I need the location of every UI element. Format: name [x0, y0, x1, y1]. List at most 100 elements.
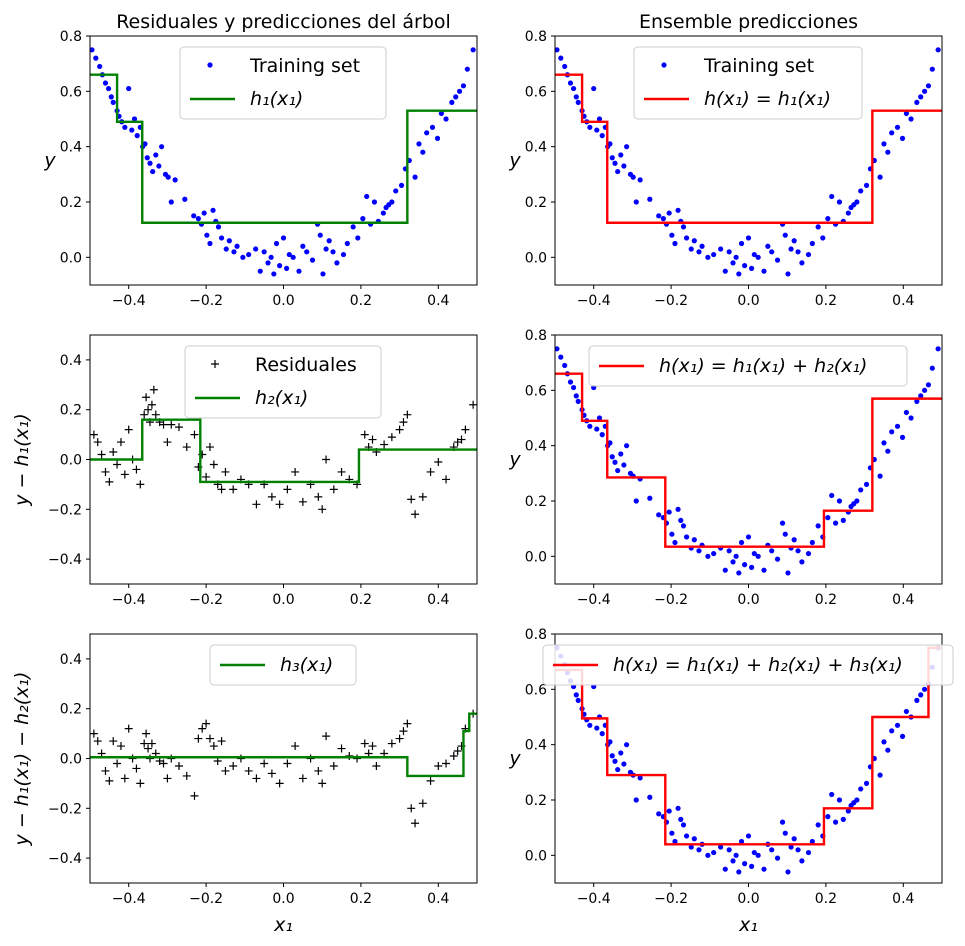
data-point [921, 88, 928, 94]
data-point [153, 152, 159, 158]
x-tick-label: 0.4 [427, 293, 449, 309]
data-point [159, 420, 168, 429]
data-point [630, 174, 636, 180]
data-point [918, 393, 924, 399]
data-point [609, 753, 615, 759]
data-point [885, 149, 891, 155]
data-point [257, 268, 263, 274]
data-point [637, 177, 643, 183]
data-point [407, 804, 416, 813]
data-point [205, 443, 214, 452]
data-point [815, 523, 821, 529]
data-point [416, 141, 422, 147]
legend-marker [211, 360, 219, 368]
x-tick-label: −0.2 [189, 592, 223, 608]
data-point [268, 254, 274, 260]
data-point [345, 752, 354, 761]
data-point [711, 251, 717, 258]
data-point [805, 550, 812, 557]
data-point [291, 742, 300, 751]
data-point [612, 758, 618, 764]
data-point [935, 47, 941, 53]
data-point [380, 210, 386, 216]
data-point [110, 99, 116, 105]
legend-label: Training set [249, 55, 360, 77]
data-point [151, 410, 160, 419]
data-point [109, 737, 118, 746]
data-point [165, 174, 171, 180]
data-point [442, 759, 451, 768]
data-point [774, 556, 781, 562]
data-point [621, 462, 627, 468]
y-tick-label: 0.6 [525, 383, 547, 399]
data-point [126, 85, 132, 92]
data-point [618, 750, 624, 756]
y-tick-label: −0.4 [48, 851, 82, 867]
legend-box [184, 345, 382, 419]
data-point [395, 425, 404, 434]
data-point [788, 844, 794, 850]
step-line [90, 73, 477, 224]
data-point [688, 246, 694, 252]
data-point [738, 838, 745, 845]
data-point [145, 754, 154, 763]
data-point [678, 816, 684, 822]
data-point [286, 251, 292, 258]
y-tick-label: 0.4 [525, 439, 547, 455]
data-point [210, 207, 216, 213]
y-tick-label: 0.4 [525, 140, 547, 156]
data-point [769, 847, 775, 853]
data-point [647, 794, 653, 800]
legend-label: Training set [703, 55, 814, 77]
data-point [633, 797, 639, 803]
axes-frame [89, 334, 478, 585]
y-tick-label: −0.4 [48, 552, 82, 568]
data-point [863, 780, 870, 787]
legend-label: h₂(x₁) [255, 387, 308, 409]
data-point [136, 480, 145, 489]
data-point [820, 235, 826, 241]
data-point [863, 481, 870, 487]
data-point [599, 432, 605, 438]
data-point [267, 492, 276, 501]
x-tick-label: 0.2 [815, 293, 837, 309]
data-point [738, 240, 745, 247]
y-tick-label: 0.4 [525, 738, 547, 754]
data-point [761, 866, 767, 872]
data-point [722, 567, 728, 573]
data-point [201, 210, 207, 216]
y-tick-label: 0.0 [60, 453, 82, 469]
data-point [449, 752, 458, 761]
data-point [845, 808, 851, 814]
data-point [163, 774, 172, 783]
data-point [863, 182, 870, 188]
data-point [558, 354, 564, 360]
data-point [881, 440, 887, 446]
data-point [666, 509, 672, 515]
data-point [825, 216, 831, 222]
data-point [791, 238, 797, 244]
y-tick-label: 0.0 [525, 549, 547, 565]
step-line [555, 73, 942, 224]
data-point [411, 510, 420, 519]
data-point [647, 196, 653, 202]
data-point [273, 240, 280, 247]
data-point [144, 155, 150, 161]
data-point [894, 722, 901, 728]
y-axis-label: y [508, 748, 521, 770]
data-point [647, 495, 653, 501]
data-point [726, 548, 732, 554]
data-point [429, 124, 436, 130]
data-point [167, 420, 176, 429]
x-tick-label: −0.4 [577, 293, 611, 309]
data-point [326, 238, 332, 244]
data-point [136, 779, 145, 788]
data-point [573, 393, 579, 399]
legend-box [179, 46, 387, 120]
data-point [751, 550, 757, 557]
data-point [774, 855, 781, 861]
data-point [836, 498, 843, 504]
x-tick-label: 0.0 [737, 592, 759, 608]
data-point [252, 500, 261, 509]
